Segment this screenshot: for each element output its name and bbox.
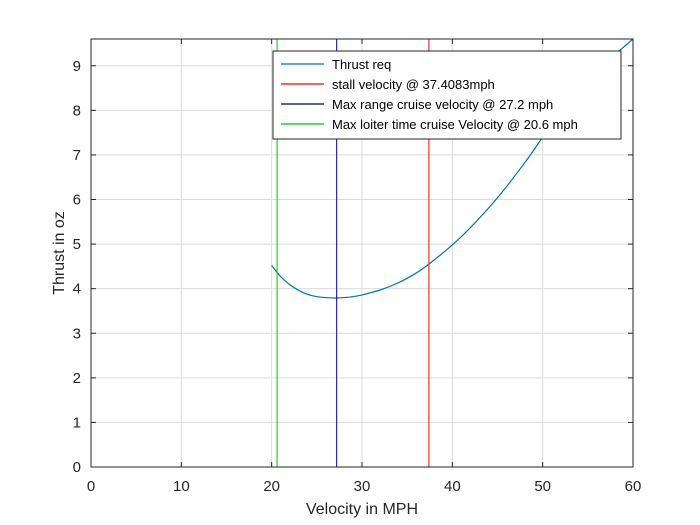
y-tick-label: 0 [73, 459, 81, 476]
x-tick-label: 50 [534, 478, 551, 495]
legend-box [272, 50, 622, 140]
x-tick-label: 0 [87, 478, 95, 495]
legend: Thrust req stall velocity @ 37.4083mph Max… [272, 50, 622, 140]
y-tick-label: 4 [73, 281, 81, 298]
y-tick-label: 2 [73, 370, 81, 387]
x-tick-label: 60 [625, 478, 642, 495]
legend-label: Max loiter time cruise Velocity @ 20.6 m… [332, 117, 578, 132]
y-tick-label: 5 [73, 236, 81, 253]
y-tick-label: 8 [73, 102, 81, 119]
x-tick-label: 10 [173, 478, 190, 495]
x-axis-label: Velocity in MPH [306, 501, 418, 518]
x-tick-label: 40 [444, 478, 461, 495]
y-tick-label: 1 [73, 414, 81, 431]
legend-label: Thrust req [332, 57, 391, 72]
legend-label: Max range cruise velocity @ 27.2 mph [332, 97, 553, 112]
y-tick-label: 9 [73, 58, 81, 75]
ticks: 0 10 20 30 40 50 60 0 1 2 3 4 5 6 7 8 9 [73, 39, 642, 495]
y-tick-label: 3 [73, 325, 81, 342]
y-tick-label: 6 [73, 192, 81, 209]
x-tick-label: 30 [354, 478, 371, 495]
legend-label: stall velocity @ 37.4083mph [332, 77, 495, 92]
x-tick-label: 20 [263, 478, 280, 495]
y-axis-label: Thrust in oz [51, 211, 68, 295]
y-tick-label: 7 [73, 147, 81, 164]
